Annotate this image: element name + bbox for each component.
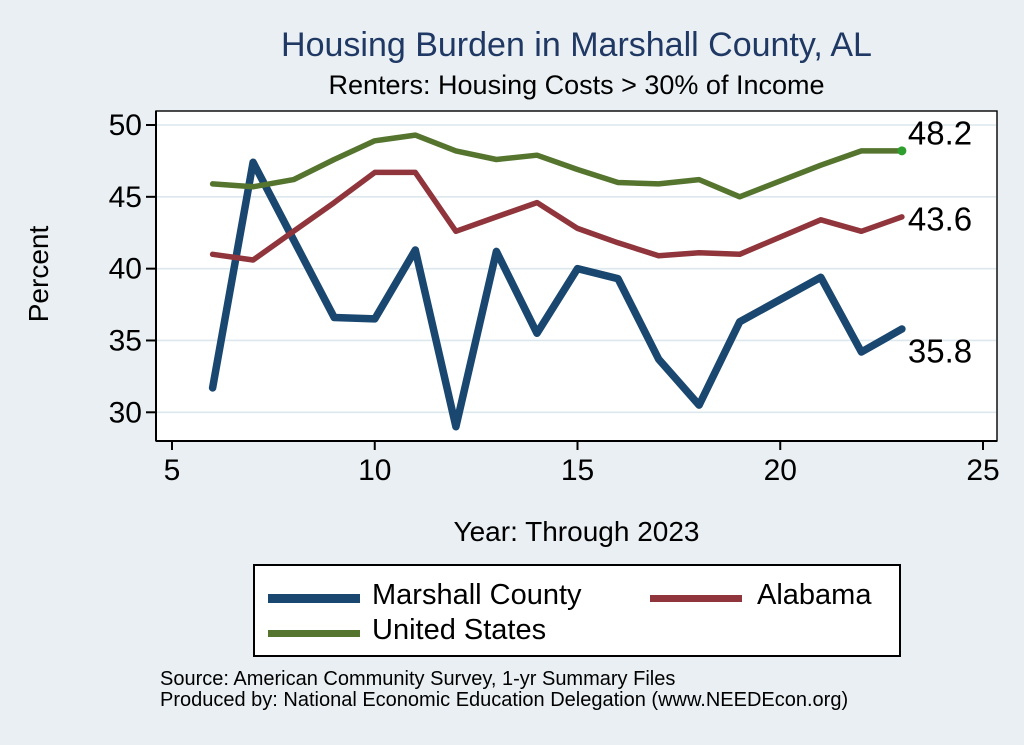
series-line-united-states	[209, 132, 905, 200]
legend-label-marshall-county: Marshall County	[372, 579, 582, 611]
series-end-marker	[897, 146, 907, 156]
end-value-label-marshall-county: 35.8	[908, 332, 972, 369]
series-line-alabama	[209, 169, 905, 263]
x-axis-title: Year: Through 2023	[453, 516, 700, 547]
legend-swatch-marshall-county	[268, 594, 360, 603]
x-tick-label-10: 10	[358, 454, 391, 487]
x-tick-label-25: 25	[966, 454, 999, 487]
x-tick-label-15: 15	[561, 454, 594, 487]
y-tick-label-45: 45	[109, 181, 142, 214]
chart-subtitle: Renters: Housing Costs > 30% of Income	[328, 70, 825, 100]
legend-label-united-states: United States	[372, 614, 547, 646]
footer-produced-line: Produced by: National Economic Education…	[160, 689, 849, 711]
y-tick-label-35: 35	[109, 324, 142, 357]
series-line-marshall-county	[208, 158, 906, 431]
end-value-label-united-states: 48.2	[908, 114, 972, 151]
y-tick-label-40: 40	[109, 253, 142, 286]
end-value-label-alabama: 43.6	[908, 200, 972, 237]
footer: Source: American Community Survey, 1-yr …	[160, 669, 980, 711]
legend-label-alabama: Alabama	[757, 579, 872, 611]
x-tick-label-20: 20	[764, 454, 797, 487]
legend-swatch-united-states	[268, 630, 360, 637]
footer-source-line: Source: American Community Survey, 1-yr …	[160, 668, 676, 690]
plot-area: 30 35 40 45 50 5 10 15 20 25 35.8 43.6 48.2	[109, 109, 1000, 487]
y-tick-label-30: 30	[109, 396, 142, 429]
legend: Marshall County Alabama United States	[253, 564, 901, 657]
legend-swatch-alabama	[650, 595, 742, 602]
x-tick-label-5: 5	[164, 454, 181, 487]
chart-title: Housing Burden in Marshall County, AL	[281, 26, 872, 64]
y-tick-label-50: 50	[109, 109, 142, 142]
